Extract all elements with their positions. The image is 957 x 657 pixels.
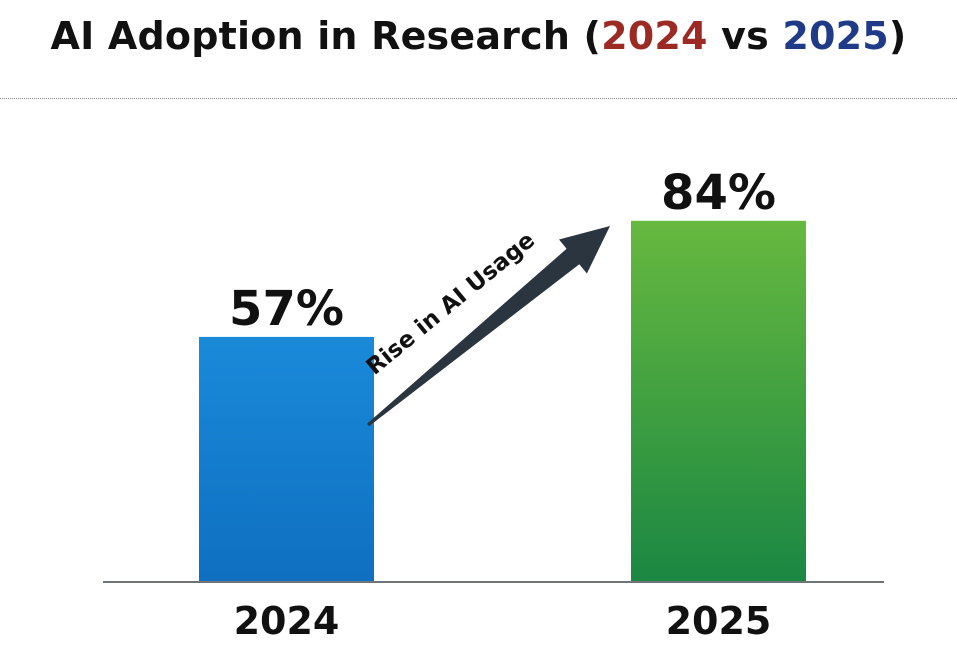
bar-2024: [199, 336, 374, 582]
value-label-2024: 57%: [229, 281, 344, 337]
value-label-2025: 84%: [661, 165, 776, 221]
bars-layer: [199, 220, 806, 583]
trend-arrow: [367, 226, 610, 427]
title-prefix: AI Adoption in Research (: [50, 14, 602, 58]
category-label-2025: 2025: [666, 599, 772, 643]
bar-2025: [631, 220, 806, 583]
title-divider: [0, 98, 957, 99]
title-suffix: ): [888, 14, 907, 58]
title-year-2024: 2024: [601, 14, 708, 58]
trend-arrow-shape: [367, 226, 610, 427]
title-middle: vs: [707, 14, 783, 58]
chart-title: AI Adoption in Research (2024 vs 2025): [0, 14, 957, 58]
category-label-2024: 2024: [234, 599, 340, 643]
title-year-2025: 2025: [782, 14, 889, 58]
